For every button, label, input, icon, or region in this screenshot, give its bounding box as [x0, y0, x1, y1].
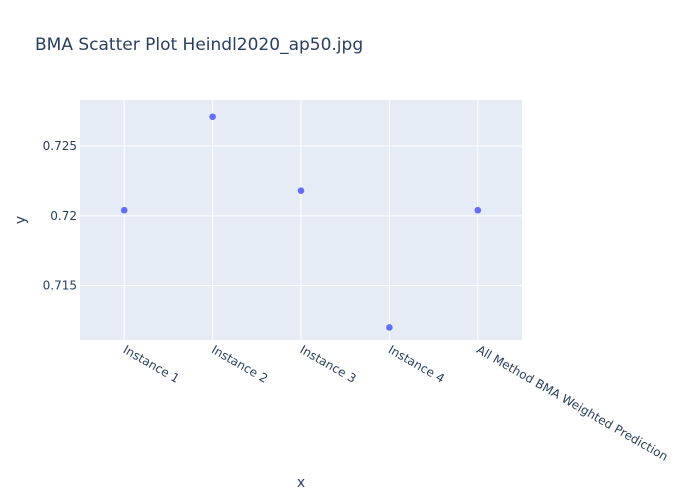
- x-tick-label: Instance 2: [209, 342, 270, 385]
- chart-title: BMA Scatter Plot Heindl2020_ap50.jpg: [35, 35, 363, 55]
- y-tick-label: 0.715: [43, 279, 77, 293]
- x-tick-label: Instance 3: [298, 342, 359, 385]
- x-tick-label: All Method BMA Weighted Prediction: [474, 342, 670, 463]
- data-point: [120, 206, 128, 214]
- data-points: [120, 113, 482, 331]
- x-axis-title: x: [297, 475, 305, 491]
- y-tick-label: 0.725: [43, 139, 77, 153]
- data-point: [209, 113, 216, 121]
- y-axis-title: y: [13, 216, 29, 224]
- x-tick-label: Instance 1: [121, 342, 182, 385]
- data-point: [474, 206, 482, 214]
- y-axis-ticks: 0.715 0.72 0.725: [43, 139, 77, 293]
- data-point: [386, 324, 393, 331]
- gridlines: [80, 100, 522, 340]
- y-tick-label: 0.72: [50, 209, 77, 223]
- x-axis-ticks: Instance 1 Instance 2 Instance 3 Instance 4…: [121, 342, 671, 463]
- data-point: [297, 187, 305, 194]
- x-tick-label: Instance 4: [386, 342, 447, 385]
